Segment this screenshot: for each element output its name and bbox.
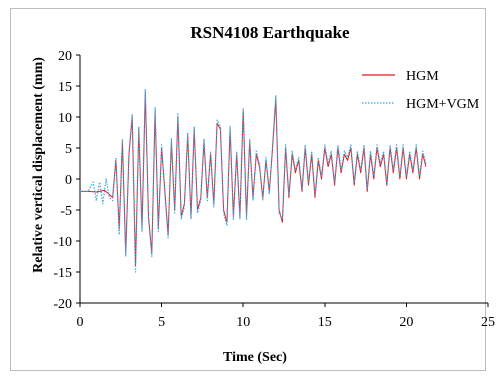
y-tick-label: 5: [65, 142, 72, 157]
legend: HGM HGM+VGM: [362, 69, 480, 112]
y-tick-label: 15: [58, 80, 72, 95]
legend-label: HGM: [406, 69, 439, 84]
axes: -20 -15 -10 -5 0 5 10 15 20 0 5 10 15 20 25: [53, 49, 495, 330]
x-tick-label: 0: [77, 315, 84, 330]
series-line-hgm-vgm: [80, 88, 427, 273]
y-tick-label: 0: [65, 173, 72, 188]
y-tick-label: -5: [60, 204, 72, 219]
y-tick-label: -20: [53, 297, 72, 312]
x-tick-label: 5: [158, 315, 165, 330]
y-tick-label: -10: [53, 235, 72, 250]
x-tick-label: 15: [318, 315, 332, 330]
x-tick-label: 20: [399, 315, 413, 330]
y-axis-title: Relative vertical displacement (mm): [31, 57, 46, 273]
y-tick-label: 20: [58, 49, 72, 64]
x-tick-label: 25: [481, 315, 495, 330]
legend-label: HGM+VGM: [406, 97, 480, 112]
plot-series: [80, 88, 427, 273]
y-tick-label: -15: [53, 266, 72, 281]
x-axis-title: Time (Sec): [223, 350, 287, 365]
chart-title: RSN4108 Earthquake: [190, 23, 350, 42]
x-tick-label: 10: [236, 315, 250, 330]
y-tick-label: 10: [58, 111, 72, 126]
